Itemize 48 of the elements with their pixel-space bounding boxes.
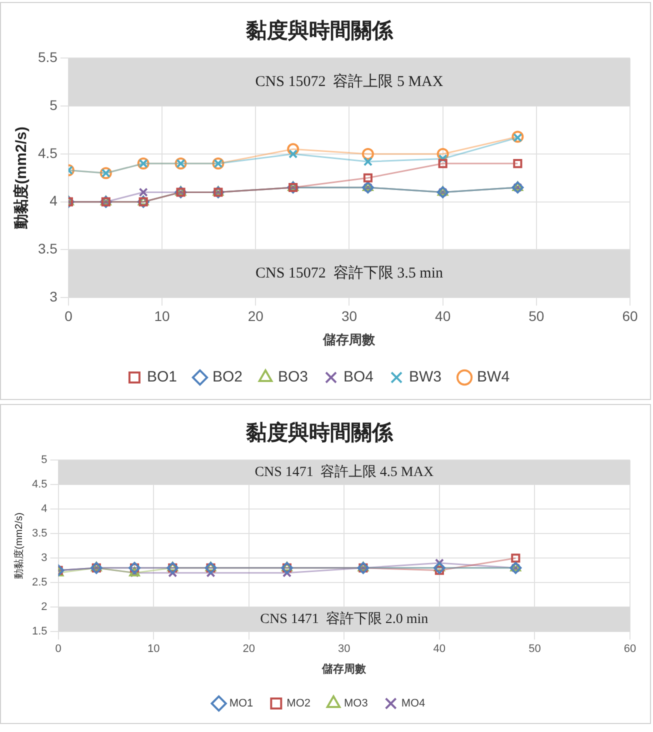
- y-tick-label: 3.5: [38, 240, 58, 257]
- y-tick-label: 5: [50, 96, 58, 113]
- chart-title: 黏度與時間關係: [245, 420, 394, 444]
- y-axis-title: 動黏度(mm2/s): [12, 126, 30, 230]
- y-tick-label: 4: [50, 192, 58, 209]
- legend-label: BO2: [212, 368, 242, 386]
- band-label: CNS 1471 容許上限 4.5 MAX: [254, 464, 434, 480]
- legend-label: BO3: [278, 368, 308, 386]
- x-tick-label: 60: [624, 643, 636, 656]
- y-tick-label: 4: [41, 503, 48, 516]
- legend-label: MO3: [344, 698, 368, 710]
- y-tick-label: 2: [41, 601, 48, 614]
- y-tick-label: 3: [41, 552, 48, 564]
- legend-label: BO4: [344, 368, 374, 386]
- x-tick-label: 10: [147, 643, 160, 656]
- legend-label: MO4: [401, 698, 426, 710]
- x-axis-title: 儲存周數: [322, 332, 376, 347]
- y-tick-label: 4.5: [32, 478, 48, 491]
- x-axis-title: 儲存周數: [321, 662, 368, 676]
- x-tick-label: 10: [154, 308, 170, 324]
- x-tick-label: 0: [55, 643, 62, 656]
- x-tick-label: 30: [341, 308, 358, 324]
- legend-label: MO1: [229, 698, 254, 710]
- legend-label: MO2: [286, 698, 311, 710]
- y-axis-title: 動黏度(mm2/s): [12, 512, 25, 580]
- y-tick-label: 2.5: [32, 576, 48, 589]
- y-tick-label: 4.5: [38, 144, 58, 161]
- legend-label: BO1: [146, 368, 177, 386]
- y-tick-label: 3: [50, 288, 58, 304]
- y-tick-label: 1.5: [32, 626, 48, 638]
- x-tick-label: 60: [622, 308, 638, 324]
- band-label: CNS 15072 容許上限 5 MAX: [255, 73, 444, 90]
- x-tick-label: 40: [433, 643, 446, 656]
- x-tick-label: 40: [435, 308, 451, 324]
- legend-label: BW3: [409, 368, 442, 386]
- x-tick-label: 20: [242, 643, 255, 656]
- chart-title: 黏度與時間關係: [245, 18, 394, 42]
- band-label: CNS 1471 容許下限 2.0 min: [260, 611, 428, 628]
- x-tick-label: 20: [248, 308, 264, 324]
- y-tick-label: 3.5: [32, 528, 48, 540]
- x-tick-label: 0: [64, 308, 73, 324]
- x-tick-label: 50: [528, 643, 541, 656]
- band-label: CNS 15072 容許下限 3.5 min: [255, 264, 444, 282]
- x-tick-label: 30: [338, 643, 350, 656]
- y-tick-label: 5: [41, 454, 48, 466]
- x-tick-label: 50: [528, 308, 544, 324]
- legend-label: BW4: [477, 368, 510, 386]
- y-tick-label: 5.5: [38, 49, 58, 66]
